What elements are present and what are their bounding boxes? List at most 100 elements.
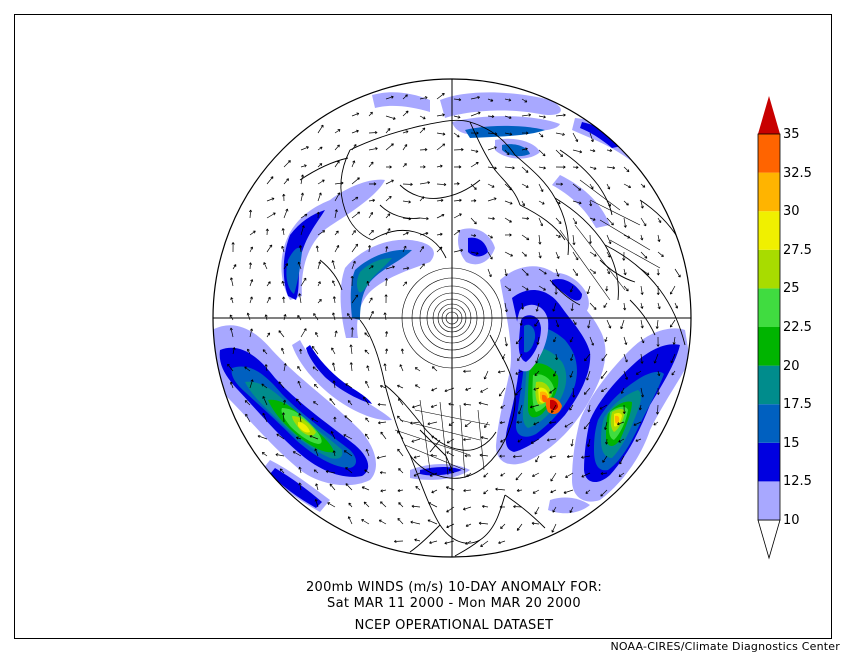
wind-vector-arrow bbox=[334, 129, 341, 134]
wind-vector-arrow bbox=[495, 487, 506, 491]
wind-vector-arrow bbox=[656, 336, 660, 347]
colorbar-bin bbox=[758, 442, 780, 482]
wind-vector-arrow bbox=[483, 370, 489, 380]
wind-vector-arrow bbox=[588, 234, 592, 244]
wind-vector-arrow bbox=[586, 285, 591, 295]
wind-vector-arrow bbox=[555, 200, 561, 205]
wind-vector-arrow bbox=[366, 365, 370, 372]
wind-vector-arrow bbox=[516, 523, 523, 531]
wind-vector-arrow bbox=[519, 319, 523, 326]
wind-vector-arrow bbox=[364, 469, 370, 474]
wind-vector-arrow bbox=[283, 208, 289, 219]
wind-vector-arrow bbox=[265, 228, 269, 236]
wind-vector-arrow bbox=[367, 245, 372, 253]
wind-vector-arrow bbox=[283, 263, 289, 270]
wind-vector-arrow bbox=[521, 285, 529, 291]
wind-vector-arrow bbox=[414, 367, 421, 372]
wind-vector-arrow bbox=[538, 183, 544, 192]
wind-vector-arrow bbox=[398, 468, 404, 474]
wind-vector-arrow bbox=[569, 285, 574, 293]
wind-vector-arrow bbox=[606, 319, 612, 329]
wind-vector-arrow bbox=[500, 404, 506, 409]
wind-vector-arrow bbox=[600, 489, 608, 497]
wind-vector-arrow bbox=[351, 112, 360, 117]
wind-vector-arrow bbox=[400, 348, 404, 355]
wind-vector-arrow bbox=[453, 115, 461, 119]
wind-vector-arrow bbox=[428, 502, 438, 508]
wind-vector-arrow bbox=[446, 506, 455, 513]
wind-vector-arrow bbox=[504, 149, 510, 156]
wind-vector-arrow bbox=[605, 438, 609, 445]
wind-vector-arrow bbox=[569, 506, 574, 513]
wind-vector-arrow bbox=[383, 312, 387, 321]
wind-vector-arrow bbox=[620, 319, 625, 330]
wind-vector-arrow bbox=[531, 521, 540, 525]
wind-vector-arrow bbox=[402, 144, 408, 151]
wind-vector-arrow bbox=[262, 396, 268, 406]
wind-anomaly-contours bbox=[213, 92, 690, 514]
wind-vector-arrow bbox=[300, 174, 305, 185]
wind-vector-arrow bbox=[283, 160, 291, 168]
wind-vector-arrow bbox=[230, 297, 234, 304]
wind-vector-arrow bbox=[551, 523, 557, 533]
wind-vector-arrow bbox=[606, 148, 613, 153]
wind-vector-arrow bbox=[640, 302, 644, 309]
colorbar-tick-label: 15 bbox=[783, 435, 800, 451]
wind-vector-arrow bbox=[623, 217, 627, 228]
wind-vector-arrow bbox=[555, 182, 563, 186]
wind-vector-arrow bbox=[385, 95, 394, 100]
wind-vector-arrow bbox=[246, 312, 251, 321]
wind-vector-arrow bbox=[419, 263, 425, 270]
wind-vector-arrow bbox=[640, 353, 644, 364]
wind-vector-arrow bbox=[229, 314, 234, 321]
wind-vector-arrow bbox=[657, 251, 664, 258]
wind-vector-arrow bbox=[414, 538, 421, 542]
wind-vector-arrow bbox=[263, 262, 268, 270]
wind-vector-arrow bbox=[533, 387, 540, 391]
wind-vector-arrow bbox=[635, 438, 642, 442]
wind-vector-arrow bbox=[245, 413, 251, 423]
wind-vector-arrow bbox=[351, 177, 360, 185]
map-border bbox=[212, 78, 692, 558]
wind-vector-arrow bbox=[325, 470, 336, 474]
wind-vector-arrow bbox=[538, 115, 546, 119]
wind-vector-arrow bbox=[572, 319, 577, 326]
wind-vector-arrow bbox=[465, 523, 472, 527]
wind-vector-arrow bbox=[513, 504, 523, 509]
wind-vector-arrow bbox=[538, 285, 546, 291]
wind-vector-arrow bbox=[535, 353, 540, 364]
wind-vector-arrow bbox=[504, 251, 513, 257]
wind-vector-arrow bbox=[368, 229, 374, 236]
wind-vector-arrow bbox=[366, 280, 370, 287]
wind-vector-arrow bbox=[572, 217, 577, 225]
wind-vector-arrow bbox=[315, 245, 319, 253]
wind-vector-arrow bbox=[347, 313, 353, 321]
wind-vector-arrow bbox=[640, 285, 644, 295]
wind-vector-arrow bbox=[604, 336, 608, 342]
wind-vector-arrow bbox=[332, 312, 336, 321]
wind-vector-arrow bbox=[504, 115, 512, 120]
wind-vector-arrow bbox=[569, 336, 574, 343]
wind-vector-arrow bbox=[264, 364, 268, 372]
wind-vector-arrow bbox=[368, 211, 373, 219]
wind-vector-arrow bbox=[620, 387, 625, 394]
wind-vector-arrow bbox=[300, 328, 307, 338]
wind-vector-arrow bbox=[317, 124, 324, 134]
wind-vector-arrow bbox=[347, 400, 353, 406]
wind-vector-arrow bbox=[538, 268, 547, 275]
wind-vector-arrow bbox=[430, 453, 438, 458]
wind-vector-arrow bbox=[436, 164, 443, 168]
wind-vector-arrow bbox=[402, 130, 409, 134]
wind-vector-arrow bbox=[299, 348, 303, 355]
wind-vector-arrow bbox=[436, 183, 447, 187]
wind-vector-arrow bbox=[623, 336, 628, 345]
wind-vector-arrow bbox=[365, 380, 370, 389]
wind-vector-arrow bbox=[419, 217, 429, 221]
wind-vector-arrow bbox=[281, 280, 285, 287]
wind-vector-arrow bbox=[249, 379, 254, 389]
wind-vector-arrow bbox=[453, 213, 462, 219]
caption-line-3: NCEP OPERATIONAL DATASET bbox=[354, 618, 554, 633]
wind-vector-arrow bbox=[453, 132, 460, 138]
wind-vector-arrow bbox=[555, 149, 564, 157]
wind-vector-arrow bbox=[300, 213, 308, 219]
